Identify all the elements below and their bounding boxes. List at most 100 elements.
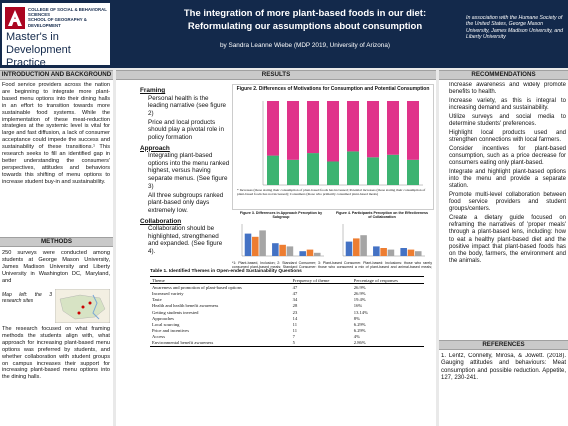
table-row: Awareness and promotion of plant-based o…	[150, 284, 424, 291]
intro-text: Food service providers across the nation…	[2, 82, 110, 185]
table-row: Health and health benefit awareness 28 16%	[150, 303, 424, 309]
bullet-item: Increase awareness and widely promote be…	[449, 82, 566, 96]
table-row: Price and incentives 11 6.29%	[150, 328, 424, 334]
school: SCHOOL OF GEOGRAPHY & DEVELOPMENT	[28, 17, 87, 28]
logo: COLLEGE OF SOCIAL & BEHAVIORAL SCIENCES S…	[2, 3, 110, 69]
table-cell: 26.9%	[353, 284, 366, 290]
table-cell: 6.29%	[353, 328, 366, 334]
table-cell: 16%	[353, 303, 363, 309]
table-cell: 47	[292, 284, 298, 290]
table-cell: 28	[292, 303, 298, 309]
sub-heading: Framing	[140, 87, 166, 94]
sub-heading: Approach	[140, 144, 170, 152]
methods-text: The research focused on what framing met…	[2, 326, 110, 381]
bullet-item: Create a dietary guide focused on refram…	[449, 215, 566, 265]
table-cell: 8%	[353, 315, 360, 321]
table-cell: 4%	[353, 334, 360, 340]
title: The integration of more plant-based food…	[150, 7, 460, 33]
bar	[252, 236, 259, 256]
bar-segment	[287, 159, 299, 185]
bar-segment	[367, 101, 379, 158]
table-cell: 6.29%	[353, 321, 366, 327]
table-block: Table 1. Identified Themes in Open-ended…	[150, 269, 424, 348]
table-cell: Increased variety	[152, 290, 184, 296]
results-text: Framing Personal health is the leading n…	[140, 84, 230, 259]
bullet-item: Integrate and highlight plant-based opti…	[449, 169, 566, 191]
bullet-list: Collaboration should be highlighted, str…	[140, 225, 230, 255]
author: by Sandra Leanne Wiebe (MDP 2019, Univer…	[219, 42, 391, 49]
table: Theme Frequency of theme Percentage of res…	[150, 276, 424, 347]
bar-segment	[327, 161, 339, 185]
table-cell: Approaches	[152, 315, 174, 321]
table-cell: 19.4%	[353, 297, 366, 303]
table-cell: 11	[292, 321, 298, 327]
bar	[286, 246, 294, 256]
table-cell: Getting students invested	[152, 309, 199, 315]
bar	[345, 241, 353, 256]
bar-segment	[287, 101, 299, 160]
bar-segment	[407, 159, 419, 185]
table-row: Approaches 14 8%	[150, 315, 424, 321]
bar	[407, 249, 415, 256]
figure-title-box: Figure 2. Differences of Motivations for…	[236, 86, 430, 92]
bar-segment	[347, 151, 359, 185]
figure-note: * Increases (those stating their consump…	[237, 188, 426, 197]
table-cell: 23	[292, 309, 298, 315]
table-cell: Access	[152, 334, 166, 340]
bullet-item: Increase variety, as this is integral to…	[449, 98, 566, 112]
figure-title: Figure 2. Differences of Motivations for…	[236, 86, 430, 92]
bar-segment	[367, 157, 379, 185]
bar	[380, 248, 387, 256]
table-body: Awareness and promotion of plant-based o…	[150, 284, 424, 347]
map	[55, 289, 110, 323]
bar	[373, 246, 380, 256]
table-cell: 13.14%	[353, 309, 368, 315]
figure-note-box: * Increases (those stating their consump…	[237, 188, 426, 197]
section-heading: RESULTS	[116, 70, 436, 80]
bullet-list: Integrating plant-based options into the…	[140, 152, 230, 214]
table-cell: Price and incentives	[152, 328, 189, 334]
figure-title-box: Figure 3. Differences in Approach Percep…	[239, 211, 323, 219]
bullet-item: Collaboration should be highlighted, str…	[148, 225, 230, 255]
bar-segment	[347, 101, 359, 152]
section-heading: INTRODUCTION AND BACKGROUND	[0, 70, 113, 80]
title-line: Reformulating our assumptions about cons…	[187, 21, 423, 32]
bar-segment	[407, 101, 419, 160]
college-name: COLLEGE OF SOCIAL & BEHAVIORAL SCIENCES S…	[28, 7, 110, 28]
bar	[400, 248, 407, 256]
figure-2: Figure 2. Differences of Motivations for…	[232, 84, 434, 210]
bullet-item: All three subgroups ranked plant-based o…	[148, 192, 230, 215]
column-header: Frequency of theme	[292, 277, 330, 283]
table-cell: 26.9%	[353, 290, 366, 296]
table-cell: 47	[292, 290, 298, 296]
table-cell: 14	[292, 315, 298, 321]
table-cell: Local sourcing	[152, 321, 180, 327]
table-row: Taste 34 19.4%	[150, 297, 424, 303]
bar	[360, 235, 367, 256]
table-cell: Awareness and promotion of plant-based o…	[152, 284, 242, 290]
map-caption: Map left: the 3 research sites	[2, 292, 52, 304]
bullet-item: Integrating plant-based options into the…	[148, 152, 230, 190]
college: COLLEGE OF SOCIAL & BEHAVIORAL SCIENCES	[28, 7, 107, 18]
bar	[353, 238, 360, 256]
university-mark	[5, 7, 25, 29]
figure-3: Figure 3. Differences in Approach Percep…	[232, 210, 330, 260]
table-cell: 11	[292, 328, 298, 334]
bar-segment	[387, 154, 399, 185]
bullet-item: Highlight local products used and streng…	[449, 130, 566, 144]
table-cell: Taste	[152, 297, 162, 303]
bullet-item: Consider incentives for plant-based cons…	[449, 146, 566, 168]
table-row: Environmental benefit awareness 5 2.86%	[150, 340, 424, 347]
figure-4: Figure 4. Participants Perception on the…	[333, 210, 431, 260]
table-cell: Health and health benefit awareness	[152, 303, 219, 309]
section-heading: REFERENCES	[439, 340, 568, 350]
bar-segment	[267, 155, 279, 185]
table-row: Local sourcing 11 6.29%	[150, 321, 424, 327]
bar	[272, 243, 279, 256]
sub-heading: Collaboration	[140, 217, 182, 225]
figure-title: Figure 3. Differences in Approach Percep…	[239, 211, 323, 219]
table-title: Table 1. Identified Themes in Open-ended…	[150, 269, 302, 274]
column-header: Percentage of responses	[353, 277, 398, 283]
section-heading: METHODS	[0, 237, 113, 247]
